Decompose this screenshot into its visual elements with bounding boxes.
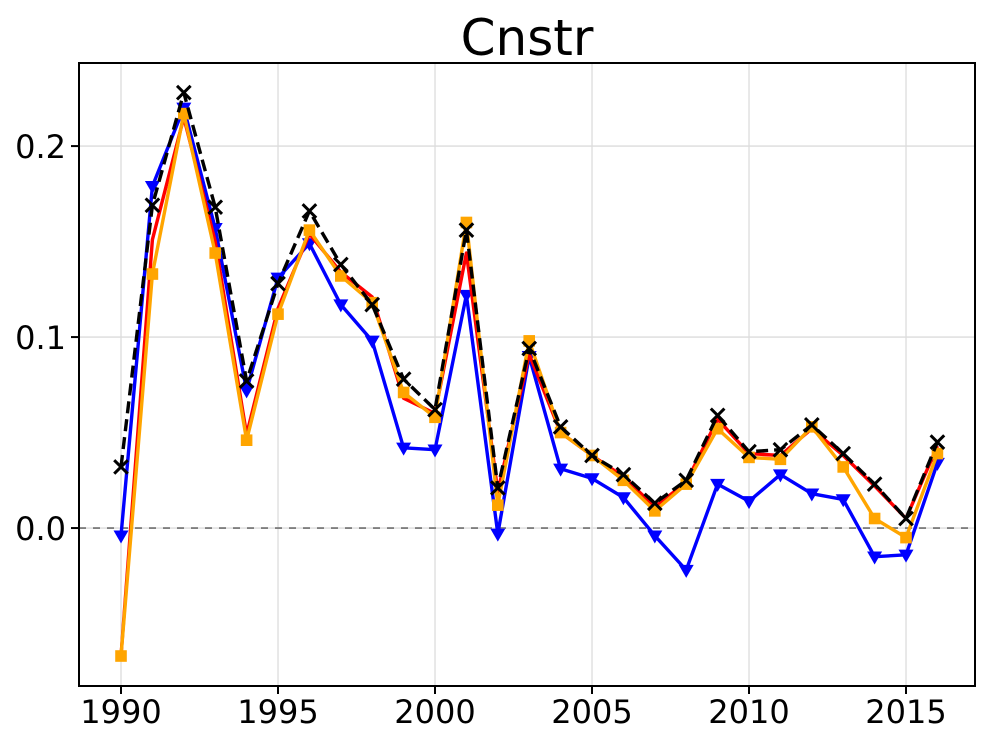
marker-square: [460, 216, 473, 229]
marker-x: [678, 472, 695, 489]
marker-x: [332, 256, 349, 273]
axes-layer: 1990 1995 2000 2005 2010 2015 0.0 0.1 0.2: [15, 62, 976, 731]
marker-x: [144, 197, 161, 214]
marker-triangle-down: [553, 463, 569, 477]
marker-triangle-down: [710, 478, 726, 492]
marker-x: [458, 222, 475, 238]
marker-square: [146, 268, 159, 280]
marker-square: [743, 451, 755, 464]
marker-triangle-down: [333, 299, 349, 313]
marker-x: [364, 296, 381, 313]
marker-triangle-down: [113, 530, 129, 544]
marker-square: [303, 224, 316, 236]
marker-x: [866, 476, 883, 492]
plot-border: [78, 62, 976, 687]
marker-x: [646, 495, 663, 512]
marker-x: [301, 203, 318, 219]
marker-square: [397, 386, 410, 399]
marker-triangle-down: [270, 272, 286, 286]
marker-square: [931, 447, 944, 460]
marker-x: [803, 417, 820, 433]
marker-square: [115, 650, 127, 662]
x-tick-label: 1995: [237, 693, 318, 731]
marker-x: [521, 340, 538, 357]
marker-triangle-down: [678, 564, 694, 578]
marker-triangle-down: [741, 496, 757, 510]
marker-triangle-down: [804, 488, 820, 502]
marker-x: [898, 510, 914, 527]
marker-square: [429, 411, 441, 424]
marker-triangle-down: [144, 180, 160, 194]
chart-title: Cnstr: [461, 9, 594, 67]
marker-square: [178, 107, 190, 120]
marker-x: [709, 407, 726, 424]
marker-x: [489, 480, 506, 496]
x-tick-label: 2015: [865, 693, 946, 731]
y-tick-label: 0.1: [15, 319, 66, 357]
x-tick-label: 2000: [394, 693, 475, 731]
marker-triangle-down: [239, 385, 255, 399]
marker-x: [395, 371, 412, 387]
marker-triangle-down: [772, 469, 788, 483]
marker-triangle-down: [647, 530, 663, 544]
marker-triangle-down: [867, 551, 883, 565]
series-layer: [113, 84, 946, 662]
marker-x: [238, 373, 255, 389]
marker-square: [240, 434, 253, 446]
series-black-dashed-x-line: [119, 90, 939, 521]
marker-square: [492, 499, 504, 511]
marker-triangle-down: [898, 549, 914, 563]
marker-x: [207, 199, 224, 216]
marker-triangle-down: [364, 335, 380, 349]
marker-square: [649, 505, 661, 517]
marker-x: [929, 434, 946, 450]
marker-square: [335, 270, 347, 282]
x-tick-label: 2005: [551, 693, 632, 731]
marker-square: [711, 422, 724, 435]
marker-x: [615, 466, 632, 483]
marker-square: [900, 531, 912, 544]
marker-square: [617, 474, 630, 487]
marker-square: [680, 478, 693, 490]
marker-square: [523, 335, 536, 347]
marker-x: [270, 275, 286, 292]
y-tick-label: 0.0: [15, 510, 66, 548]
marker-x: [772, 441, 789, 458]
marker-x: [175, 84, 192, 101]
marker-triangle-down: [427, 444, 443, 458]
marker-x: [835, 445, 852, 462]
marker-square: [837, 461, 850, 473]
marker-x: [584, 447, 600, 464]
marker-triangle-down: [615, 492, 631, 506]
marker-triangle-down: [490, 528, 506, 542]
marker-square: [554, 426, 567, 439]
marker-x: [552, 418, 569, 435]
marker-triangle-down: [584, 473, 600, 487]
grid-layer: [79, 63, 975, 686]
marker-square: [774, 453, 787, 466]
marker-x: [741, 443, 757, 460]
marker-triangle-down: [835, 494, 851, 508]
marker-x: [427, 401, 443, 418]
marker-square: [868, 512, 881, 525]
marker-square: [209, 247, 222, 259]
x-tick-label: 2010: [708, 693, 789, 731]
marker-x: [113, 459, 129, 475]
y-tick-label: 0.2: [15, 128, 66, 166]
marker-triangle-down: [396, 442, 412, 456]
marker-square: [272, 308, 284, 320]
x-tick-label: 1990: [80, 693, 161, 731]
